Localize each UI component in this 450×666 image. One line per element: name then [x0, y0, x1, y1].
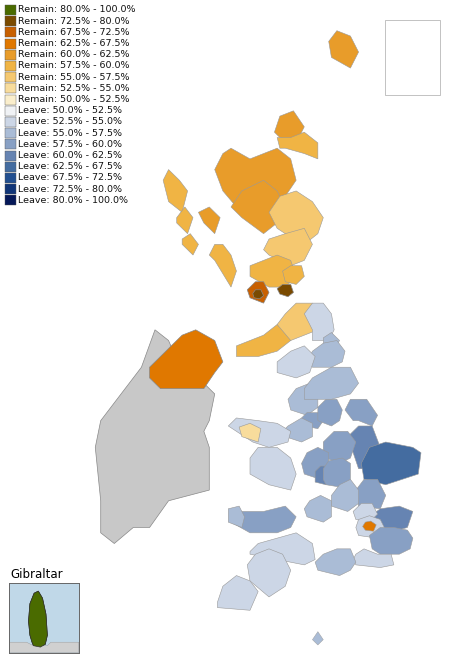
- Bar: [5, 106, 16, 116]
- Polygon shape: [369, 527, 413, 554]
- Bar: [5, 83, 16, 93]
- Polygon shape: [356, 515, 386, 538]
- Polygon shape: [315, 466, 332, 485]
- Polygon shape: [250, 255, 296, 287]
- Polygon shape: [28, 591, 47, 647]
- Polygon shape: [318, 400, 342, 426]
- Polygon shape: [269, 191, 323, 244]
- Polygon shape: [215, 149, 296, 218]
- Text: Remain: 50.0% - 52.5%: Remain: 50.0% - 52.5%: [18, 95, 130, 104]
- Polygon shape: [323, 458, 351, 488]
- Polygon shape: [353, 549, 394, 567]
- Polygon shape: [231, 180, 285, 234]
- Bar: [385, 20, 440, 95]
- Text: Remain: 72.5% - 80.0%: Remain: 72.5% - 80.0%: [18, 17, 130, 26]
- Polygon shape: [253, 290, 264, 299]
- Bar: [5, 173, 16, 183]
- Text: Leave: 67.5% - 72.5%: Leave: 67.5% - 72.5%: [18, 174, 122, 182]
- Bar: [5, 162, 16, 172]
- Text: Remain: 62.5% - 67.5%: Remain: 62.5% - 67.5%: [18, 39, 130, 48]
- Polygon shape: [182, 234, 198, 255]
- Polygon shape: [304, 496, 332, 522]
- Bar: [5, 27, 16, 37]
- Polygon shape: [177, 207, 193, 234]
- Bar: [5, 61, 16, 71]
- Polygon shape: [231, 506, 296, 533]
- Polygon shape: [209, 244, 236, 287]
- Polygon shape: [283, 418, 312, 442]
- Bar: [5, 128, 16, 139]
- Polygon shape: [228, 506, 244, 527]
- Polygon shape: [315, 549, 356, 575]
- Polygon shape: [228, 418, 291, 448]
- Bar: [5, 72, 16, 82]
- Polygon shape: [198, 207, 220, 234]
- Bar: [5, 151, 16, 161]
- Polygon shape: [288, 383, 318, 416]
- Polygon shape: [323, 432, 356, 464]
- Polygon shape: [304, 367, 359, 400]
- Polygon shape: [361, 442, 421, 485]
- Text: Leave: 72.5% - 80.0%: Leave: 72.5% - 80.0%: [18, 184, 122, 194]
- Polygon shape: [353, 503, 378, 522]
- Polygon shape: [302, 413, 323, 429]
- Text: Leave: 62.5% - 67.5%: Leave: 62.5% - 67.5%: [18, 163, 122, 171]
- Text: Leave: 52.5% - 55.0%: Leave: 52.5% - 55.0%: [18, 117, 122, 127]
- Text: Leave: 50.0% - 52.5%: Leave: 50.0% - 52.5%: [18, 107, 122, 115]
- Text: Leave: 60.0% - 62.5%: Leave: 60.0% - 62.5%: [18, 151, 122, 160]
- Polygon shape: [95, 330, 215, 543]
- Polygon shape: [356, 480, 386, 509]
- Text: Remain: 67.5% - 72.5%: Remain: 67.5% - 72.5%: [18, 28, 130, 37]
- Text: Leave: 55.0% - 57.5%: Leave: 55.0% - 57.5%: [18, 129, 122, 138]
- Bar: [5, 184, 16, 194]
- Polygon shape: [328, 31, 359, 68]
- Polygon shape: [307, 340, 345, 367]
- Bar: [5, 39, 16, 49]
- Polygon shape: [283, 266, 304, 284]
- Bar: [5, 117, 16, 127]
- Polygon shape: [312, 631, 323, 645]
- Text: Remain: 60.0% - 62.5%: Remain: 60.0% - 62.5%: [18, 51, 130, 59]
- Polygon shape: [302, 448, 328, 480]
- Text: Leave: 80.0% - 100.0%: Leave: 80.0% - 100.0%: [18, 196, 128, 205]
- Text: Gibraltar: Gibraltar: [10, 567, 63, 581]
- Polygon shape: [250, 533, 315, 565]
- Polygon shape: [274, 111, 304, 143]
- Bar: [5, 139, 16, 149]
- Polygon shape: [277, 346, 315, 378]
- Polygon shape: [277, 303, 323, 340]
- Polygon shape: [332, 480, 359, 511]
- Bar: [5, 16, 16, 26]
- Polygon shape: [217, 575, 258, 610]
- Polygon shape: [149, 330, 223, 388]
- Polygon shape: [304, 303, 334, 340]
- Polygon shape: [264, 228, 312, 266]
- Polygon shape: [369, 506, 413, 533]
- Polygon shape: [239, 424, 261, 442]
- Polygon shape: [345, 400, 378, 426]
- Polygon shape: [348, 426, 380, 469]
- Polygon shape: [277, 284, 293, 297]
- Bar: [5, 5, 16, 15]
- Text: Remain: 80.0% - 100.0%: Remain: 80.0% - 100.0%: [18, 5, 135, 15]
- Polygon shape: [236, 324, 291, 356]
- Polygon shape: [9, 642, 79, 653]
- Bar: [5, 95, 16, 105]
- Bar: [5, 195, 16, 205]
- Text: Remain: 55.0% - 57.5%: Remain: 55.0% - 57.5%: [18, 73, 130, 82]
- Polygon shape: [323, 332, 340, 348]
- Text: Remain: 52.5% - 55.0%: Remain: 52.5% - 55.0%: [18, 84, 130, 93]
- Polygon shape: [250, 448, 296, 490]
- Polygon shape: [277, 132, 318, 159]
- Text: Remain: 57.5% - 60.0%: Remain: 57.5% - 60.0%: [18, 61, 130, 71]
- Polygon shape: [248, 282, 269, 303]
- Polygon shape: [248, 549, 291, 597]
- Polygon shape: [28, 591, 47, 647]
- Text: Leave: 57.5% - 60.0%: Leave: 57.5% - 60.0%: [18, 140, 122, 149]
- Polygon shape: [363, 521, 376, 531]
- Polygon shape: [163, 170, 188, 212]
- Bar: [5, 50, 16, 60]
